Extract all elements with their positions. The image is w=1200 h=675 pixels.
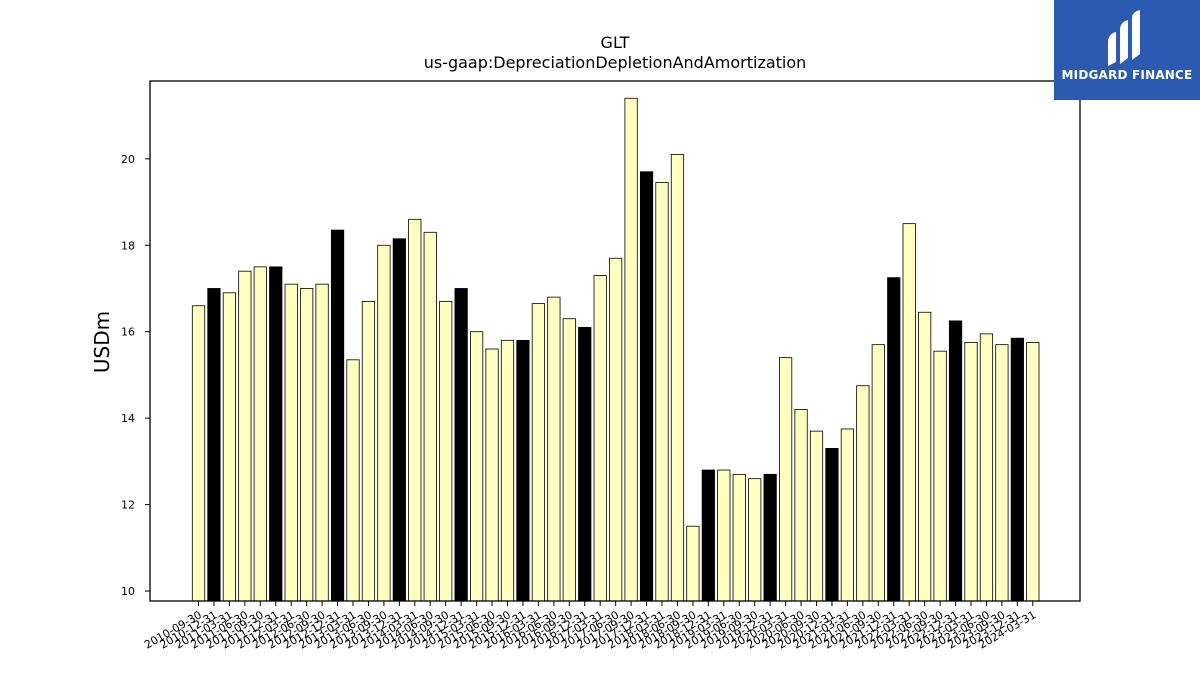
y-axis-label: USDm (90, 311, 114, 373)
bar (408, 218, 422, 602)
bar (593, 275, 607, 602)
bar (454, 288, 468, 602)
bar (948, 320, 963, 602)
bar (377, 244, 391, 602)
bars-layer (191, 97, 1040, 602)
bar (284, 283, 298, 602)
x-ticks-layer: 2010-09-302010-12-312011-03-312011-06-30… (142, 601, 1038, 652)
y-tick-label: 10 (121, 585, 135, 598)
bar (732, 473, 746, 602)
bar (717, 469, 731, 602)
bar (825, 448, 839, 602)
y-tick-label: 20 (121, 153, 135, 166)
bar (902, 223, 916, 602)
bar (609, 257, 623, 602)
plot-frame (149, 80, 1081, 602)
bar (918, 311, 932, 602)
bar (964, 342, 978, 602)
y-tick-label: 14 (121, 412, 135, 425)
bar (500, 339, 515, 602)
bar (779, 357, 793, 602)
bar (809, 430, 824, 602)
bar (361, 301, 376, 602)
bar (562, 318, 576, 602)
bar (423, 231, 437, 602)
bar (300, 288, 314, 602)
bar (1010, 337, 1024, 602)
logo-mark-icon (1108, 10, 1140, 66)
bar (315, 283, 329, 602)
bar (330, 229, 345, 602)
bar (639, 171, 654, 602)
bar (439, 301, 453, 602)
bar (748, 478, 762, 602)
y-tick-label: 16 (121, 326, 135, 339)
bar (346, 359, 360, 602)
bar (191, 305, 206, 602)
bar (701, 469, 715, 602)
bar (392, 238, 406, 602)
bar (269, 266, 283, 602)
bar (469, 331, 484, 602)
bar (485, 348, 499, 602)
chart-subtitle: us-gaap:DepreciationDepletionAndAmortiza… (424, 53, 807, 72)
bar (578, 326, 592, 602)
bar (624, 97, 638, 602)
y-ticks-layer: 10 12 14 16 18 20 (121, 153, 150, 598)
bar (670, 154, 685, 602)
bar (794, 409, 808, 602)
y-tick-label: 12 (121, 499, 135, 512)
y-tick-label: 18 (121, 239, 135, 252)
brand-logo: MIDGARD FINANCE (1054, 0, 1200, 100)
bar (979, 333, 994, 602)
bar (995, 344, 1009, 602)
bar (253, 266, 267, 602)
bar (933, 350, 947, 602)
bar (686, 525, 700, 602)
bar (763, 473, 777, 602)
bar (1026, 342, 1040, 602)
bar (516, 339, 530, 602)
bar (856, 385, 870, 602)
bar (840, 428, 855, 602)
bar (887, 277, 901, 602)
bar (207, 288, 221, 602)
bar (871, 344, 885, 602)
bar (547, 296, 561, 602)
bar (655, 182, 669, 602)
chart-title: GLT (601, 33, 630, 52)
bar (531, 303, 546, 602)
logo-text: MIDGARD FINANCE (1061, 68, 1193, 82)
bar (222, 292, 236, 602)
bar (238, 270, 252, 602)
